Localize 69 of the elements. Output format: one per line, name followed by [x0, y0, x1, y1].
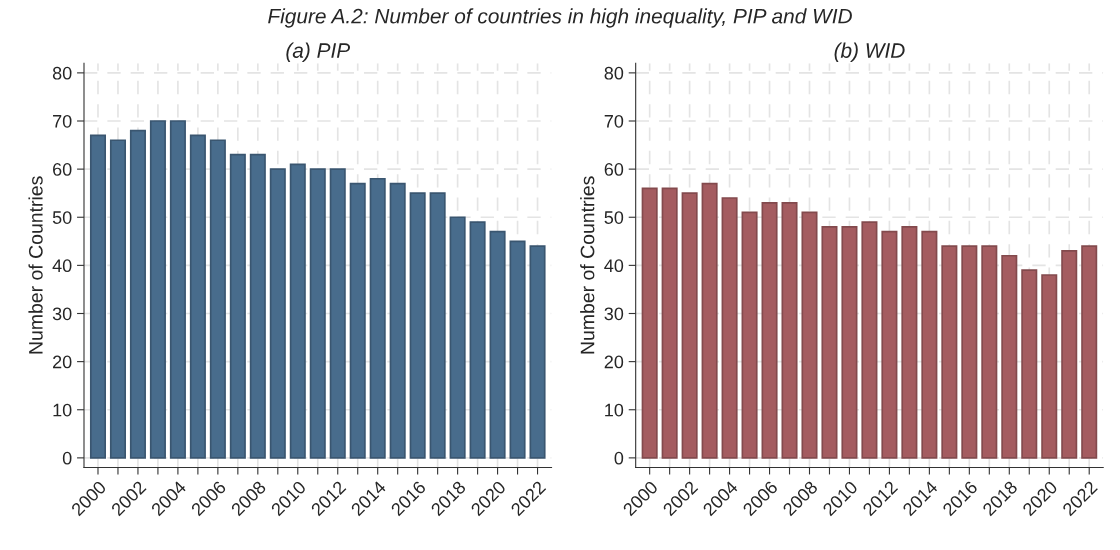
y-tick-label: 10 — [53, 403, 72, 417]
bar — [109, 139, 126, 459]
bar — [389, 182, 406, 459]
bar — [761, 201, 778, 459]
y-axis-title: Number of Countries — [28, 176, 43, 354]
bar — [429, 192, 446, 459]
bar — [469, 221, 486, 459]
bar — [269, 168, 286, 459]
bar — [189, 134, 206, 459]
bar — [1061, 250, 1078, 459]
y-tick-label: 50 — [604, 211, 624, 224]
y-tick-label: 50 — [52, 211, 72, 224]
text: Figure A.2: Number of countries in high inequality, PIP and WID — [268, 8, 852, 28]
y-tick-label: 30 — [52, 307, 72, 321]
bar — [981, 245, 998, 459]
bar — [741, 211, 758, 459]
bar — [641, 187, 658, 459]
bar — [781, 201, 798, 459]
bar — [821, 226, 838, 459]
y-tick-label: 80 — [604, 66, 624, 80]
y-tick-label: 60 — [604, 163, 624, 176]
y-tick-label: 40 — [604, 259, 624, 273]
bar — [249, 153, 266, 459]
bar — [681, 192, 698, 459]
y-tick-label: 40 — [52, 259, 72, 273]
bar — [529, 245, 546, 459]
bar — [901, 226, 918, 459]
y-tick-label: 60 — [53, 163, 72, 176]
bar — [801, 211, 818, 459]
bar — [881, 230, 898, 459]
bar — [489, 230, 506, 459]
bar — [961, 245, 978, 459]
chart-title: (b) WID — [834, 42, 905, 63]
bar — [1001, 254, 1018, 459]
bar — [369, 177, 386, 459]
bar — [169, 120, 186, 459]
bar — [921, 230, 938, 459]
bar — [309, 168, 326, 459]
bar — [861, 221, 878, 459]
bar — [1081, 245, 1098, 459]
bar — [129, 129, 146, 459]
bar — [229, 153, 246, 459]
bar — [409, 192, 426, 459]
y-tick-label: 30 — [604, 307, 624, 321]
bar — [509, 240, 526, 459]
bar — [941, 245, 958, 459]
y-tick-label: 20 — [53, 355, 72, 369]
bar — [289, 163, 306, 459]
y-tick-label: 80 — [52, 66, 72, 80]
bar — [209, 139, 226, 459]
chart-title: (a) PIP — [286, 42, 351, 63]
y-tick-label: 10 — [605, 403, 624, 417]
bar — [841, 226, 858, 459]
y-tick-label: 0 — [614, 451, 624, 465]
bar — [1021, 269, 1038, 459]
y-tick-label: 20 — [604, 355, 624, 369]
bar — [329, 168, 346, 459]
bar — [701, 182, 718, 459]
bar — [149, 120, 166, 459]
y-axis-title: Number of Countries — [580, 176, 595, 354]
bar — [89, 134, 107, 459]
y-tick-label: 0 — [62, 451, 72, 465]
bar — [449, 216, 466, 459]
bar — [1041, 274, 1058, 459]
bar — [349, 182, 366, 459]
y-tick-label: 70 — [53, 114, 72, 128]
bar — [721, 197, 738, 459]
bar — [661, 187, 678, 459]
y-tick-label: 70 — [604, 114, 624, 128]
